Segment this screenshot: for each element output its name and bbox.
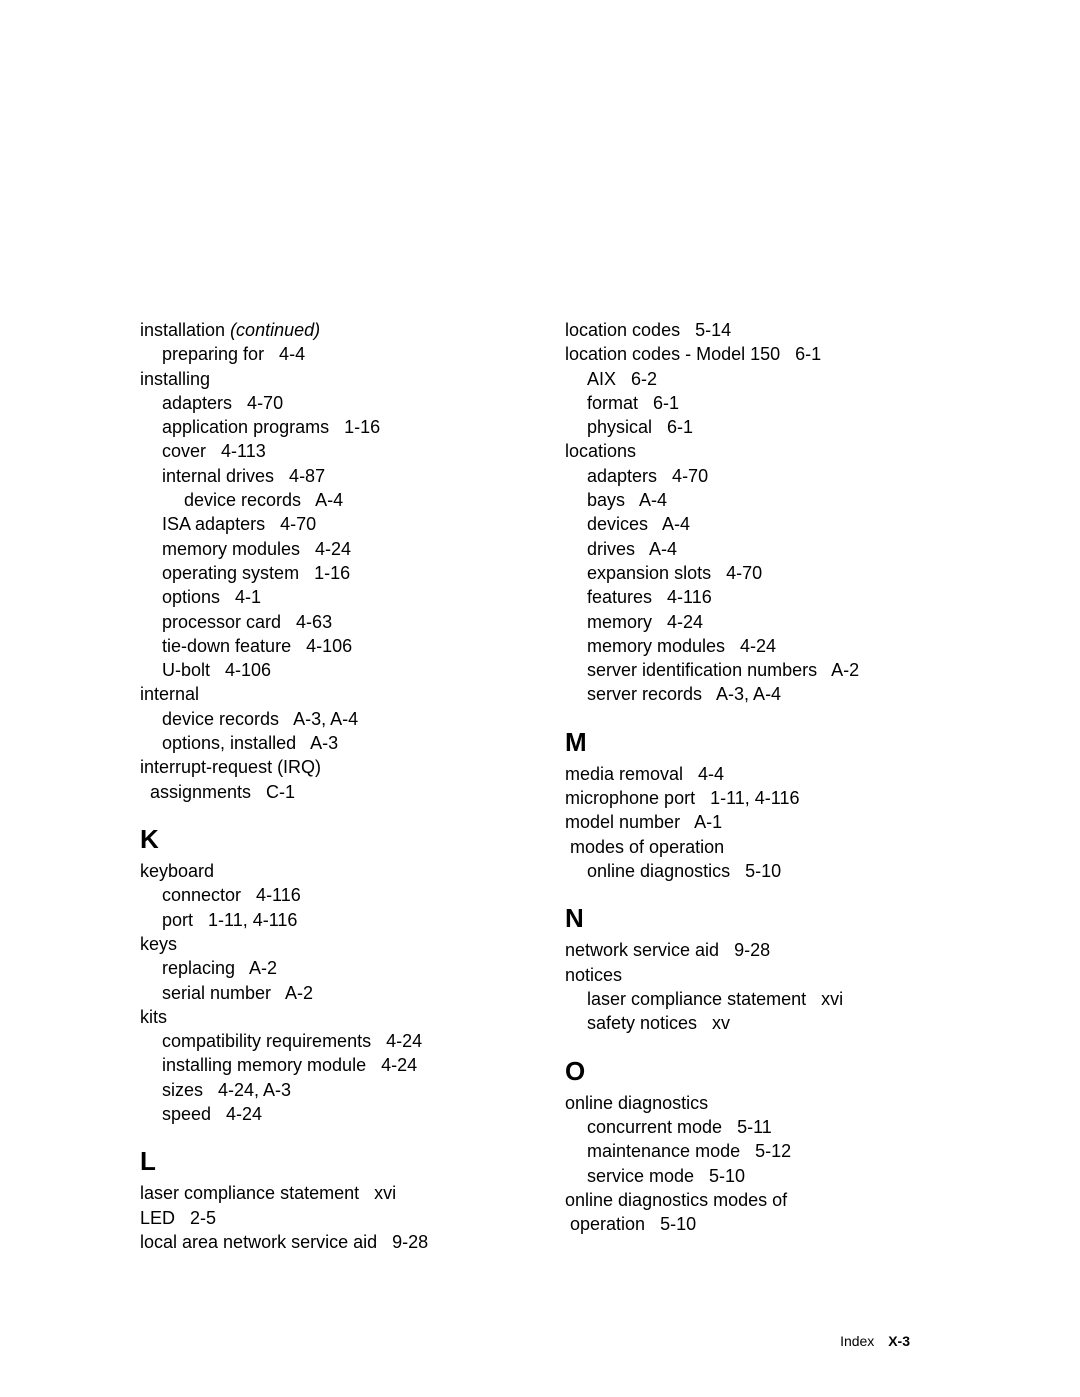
entry-sizes: sizes 4-24, A-3 bbox=[140, 1078, 515, 1102]
entry-model: model number A-1 bbox=[565, 810, 940, 834]
entry-options: options 4-1 bbox=[140, 585, 515, 609]
section-o: O bbox=[565, 1054, 940, 1089]
entry-devices: devices A-4 bbox=[565, 512, 940, 536]
entry-replacing: replacing A-2 bbox=[140, 956, 515, 980]
entry-led: LED 2-5 bbox=[140, 1206, 515, 1230]
entry-maintenance: maintenance mode 5-12 bbox=[565, 1139, 940, 1163]
entry-loc-codes: location codes 5-14 bbox=[565, 318, 940, 342]
entry-network: network service aid 9-28 bbox=[565, 938, 940, 962]
entry-expansion: expansion slots 4-70 bbox=[565, 561, 940, 585]
entry-format: format 6-1 bbox=[565, 391, 940, 415]
left-column: installation (continued) preparing for 4… bbox=[140, 318, 515, 1254]
entry-keys: keys bbox=[140, 932, 515, 956]
entry-irq: interrupt-request (IRQ) bbox=[140, 755, 515, 779]
entry-serial: serial number A-2 bbox=[140, 981, 515, 1005]
entry-assignments: assignments C-1 bbox=[140, 780, 515, 804]
entry-preparing: preparing for 4-4 bbox=[140, 342, 515, 366]
section-n: N bbox=[565, 901, 940, 936]
entry-loc-adapters: adapters 4-70 bbox=[565, 464, 940, 488]
entry-cover: cover 4-113 bbox=[140, 439, 515, 463]
entry-keyboard: keyboard bbox=[140, 859, 515, 883]
entry-speed: speed 4-24 bbox=[140, 1102, 515, 1126]
entry-connector: connector 4-116 bbox=[140, 883, 515, 907]
section-m: M bbox=[565, 725, 940, 760]
entry-loc-codes-model: location codes - Model 150 6-1 bbox=[565, 342, 940, 366]
entry-options-installed: options, installed A-3 bbox=[140, 731, 515, 755]
index-page: installation (continued) preparing for 4… bbox=[0, 0, 1080, 1314]
section-k: K bbox=[140, 822, 515, 857]
entry-aix: AIX 6-2 bbox=[565, 367, 940, 391]
page-footer: Index X-3 bbox=[840, 1333, 910, 1349]
entry-mic: microphone port 1-11, 4-116 bbox=[565, 786, 940, 810]
entry-online-diag: online diagnostics 5-10 bbox=[565, 859, 940, 883]
entry-serverrec: server records A-3, A-4 bbox=[565, 682, 940, 706]
entry-laser-notice: laser compliance statement xvi bbox=[565, 987, 940, 1011]
entry-device-records-1: device records A-4 bbox=[140, 488, 515, 512]
entry-concurrent: concurrent mode 5-11 bbox=[565, 1115, 940, 1139]
entry-lan: local area network service aid 9-28 bbox=[140, 1230, 515, 1254]
entry-notices: notices bbox=[565, 963, 940, 987]
entry-isa: ISA adapters 4-70 bbox=[140, 512, 515, 536]
entry-kits: kits bbox=[140, 1005, 515, 1029]
entry-online-diag2: online diagnostics bbox=[565, 1091, 940, 1115]
entry-installation: installation (continued) bbox=[140, 318, 515, 342]
entry-onlinemodes2: operation 5-10 bbox=[565, 1212, 940, 1236]
entry-memory: memory 4-24 bbox=[565, 610, 940, 634]
entry-laser: laser compliance statement xvi bbox=[140, 1181, 515, 1205]
entry-app-programs: application programs 1-16 bbox=[140, 415, 515, 439]
entry-port: port 1-11, 4-116 bbox=[140, 908, 515, 932]
entry-service: service mode 5-10 bbox=[565, 1164, 940, 1188]
entry-features: features 4-116 bbox=[565, 585, 940, 609]
entry-onlinemodes1: online diagnostics modes of bbox=[565, 1188, 940, 1212]
entry-ubolt: U-bolt 4-106 bbox=[140, 658, 515, 682]
entry-compat: compatibility requirements 4-24 bbox=[140, 1029, 515, 1053]
entry-adapters: adapters 4-70 bbox=[140, 391, 515, 415]
entry-modes: modes of operation bbox=[565, 835, 940, 859]
footer-label: Index bbox=[840, 1333, 874, 1349]
installation-text: installation bbox=[140, 320, 225, 340]
entry-installmem: installing memory module 4-24 bbox=[140, 1053, 515, 1077]
section-l: L bbox=[140, 1144, 515, 1179]
entry-memmod: memory modules 4-24 bbox=[565, 634, 940, 658]
entry-drives: drives A-4 bbox=[565, 537, 940, 561]
entry-os: operating system 1-16 bbox=[140, 561, 515, 585]
entry-processor: processor card 4-63 bbox=[140, 610, 515, 634]
entry-safety: safety notices xv bbox=[565, 1011, 940, 1035]
entry-memory-modules: memory modules 4-24 bbox=[140, 537, 515, 561]
entry-tiedown: tie-down feature 4-106 bbox=[140, 634, 515, 658]
entry-serverid: server identification numbers A-2 bbox=[565, 658, 940, 682]
entry-bays: bays A-4 bbox=[565, 488, 940, 512]
entry-media: media removal 4-4 bbox=[565, 762, 940, 786]
entry-physical: physical 6-1 bbox=[565, 415, 940, 439]
entry-locations: locations bbox=[565, 439, 940, 463]
entry-installing: installing bbox=[140, 367, 515, 391]
installation-continued: (continued) bbox=[225, 320, 320, 340]
entry-internal: internal bbox=[140, 682, 515, 706]
entry-device-records-2: device records A-3, A-4 bbox=[140, 707, 515, 731]
footer-page: X-3 bbox=[888, 1333, 910, 1349]
right-column: location codes 5-14 location codes - Mod… bbox=[565, 318, 940, 1254]
entry-internal-drives: internal drives 4-87 bbox=[140, 464, 515, 488]
